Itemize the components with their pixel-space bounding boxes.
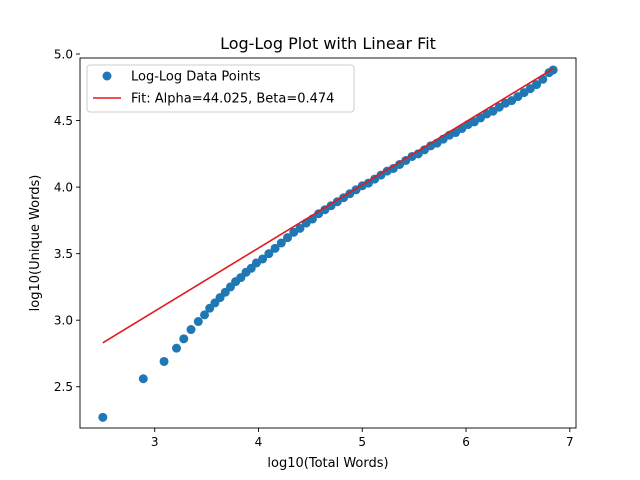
y-tick-label-2: 3.5 xyxy=(54,247,73,261)
y-tick-label-3: 4.0 xyxy=(54,181,73,195)
legend-box xyxy=(86,64,355,113)
plot-frame xyxy=(79,57,577,429)
y-tick-label-5: 5.0 xyxy=(54,48,73,62)
x-tick-label-0: 3 xyxy=(151,435,159,449)
data-point-5 xyxy=(186,325,196,335)
y-tick-label-1: 3.0 xyxy=(54,314,73,328)
x-axis: 3 4 5 6 7 xyxy=(151,428,574,449)
legend-label-fit: Fit: Alpha=44.025, Beta=0.474 xyxy=(131,92,334,107)
y-axis: 2.5 3.0 3.5 4.0 4.5 5.0 xyxy=(54,48,80,394)
chart-title: Log-Log Plot with Linear Fit xyxy=(220,34,436,53)
y-tick-label-0: 2.5 xyxy=(54,380,73,394)
x-tick-label-1: 4 xyxy=(255,435,263,449)
data-point-2 xyxy=(159,356,169,366)
data-point-22 xyxy=(283,233,293,243)
data-point-1 xyxy=(138,374,148,384)
x-tick-label-3: 6 xyxy=(462,435,470,449)
legend-marker-scatter xyxy=(102,71,112,81)
y-axis-label: log10(Unique Words) xyxy=(28,175,43,312)
x-axis-label: log10(Total Words) xyxy=(267,456,388,471)
data-point-7 xyxy=(200,310,210,320)
data-point-3 xyxy=(172,343,182,353)
data-point-24 xyxy=(295,223,305,233)
data-point-20 xyxy=(270,243,280,253)
x-tick-label-4: 7 xyxy=(566,435,574,449)
data-point-4 xyxy=(179,334,189,344)
data-point-6 xyxy=(193,317,203,327)
y-tick-label-4: 4.5 xyxy=(54,114,73,128)
data-point-18 xyxy=(258,254,268,264)
plot-marks xyxy=(98,65,558,422)
legend: Log-Log Data Points Fit: Alpha=44.025, B… xyxy=(86,64,355,113)
data-point-19 xyxy=(264,249,274,259)
data-point-0 xyxy=(98,412,108,422)
fit-line xyxy=(102,67,554,344)
data-point-62 xyxy=(532,80,542,90)
data-point-21 xyxy=(276,238,286,248)
x-tick-label-2: 5 xyxy=(358,435,366,449)
data-point-65 xyxy=(548,65,558,75)
legend-label-scatter: Log-Log Data Points xyxy=(131,70,261,85)
